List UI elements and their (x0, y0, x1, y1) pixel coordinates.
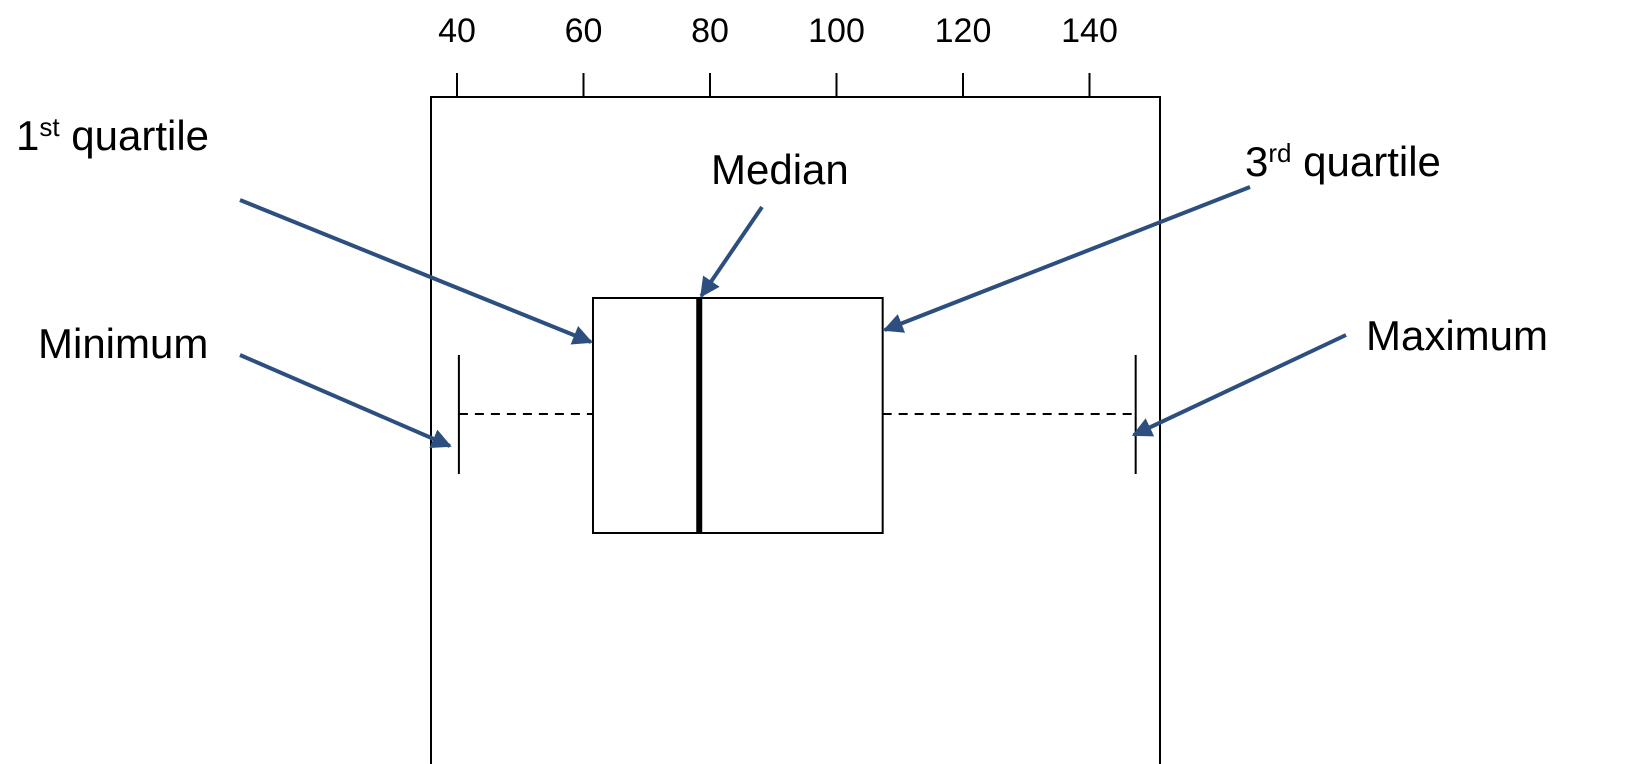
annotation-layer: 1st quartile Median 3rd quartile Minimum Max… (16, 112, 1548, 449)
box-layer (457, 297, 1137, 534)
maximum-annotation-arrow (1131, 333, 1347, 437)
maximum-annotation-label: Maximum (1366, 312, 1548, 359)
axis-layer: 40 60 80 100 120 140 (430, 12, 1161, 764)
x-tick-label: 80 (691, 12, 729, 50)
x-tick-label: 100 (808, 12, 865, 50)
iqr-box (591, 297, 884, 534)
minimum-annotation-label: Minimum (38, 320, 208, 367)
q1-annotation-label: 1st quartile (16, 112, 209, 159)
median-annotation-label: Median (711, 146, 849, 193)
plot-frame (430, 96, 1161, 764)
minimum-annotation-arrow (239, 353, 452, 449)
q3-annotation-arrow (882, 185, 1251, 333)
x-tick-label: 120 (935, 12, 992, 50)
x-tick-label: 60 (565, 12, 603, 50)
x-tick-label: 40 (438, 12, 476, 50)
q1-annotation-arrow (239, 198, 593, 345)
x-tick-label: 140 (1061, 12, 1118, 50)
q3-annotation-label: 3rd quartile (1245, 138, 1441, 185)
median-annotation-arrow (699, 205, 764, 298)
